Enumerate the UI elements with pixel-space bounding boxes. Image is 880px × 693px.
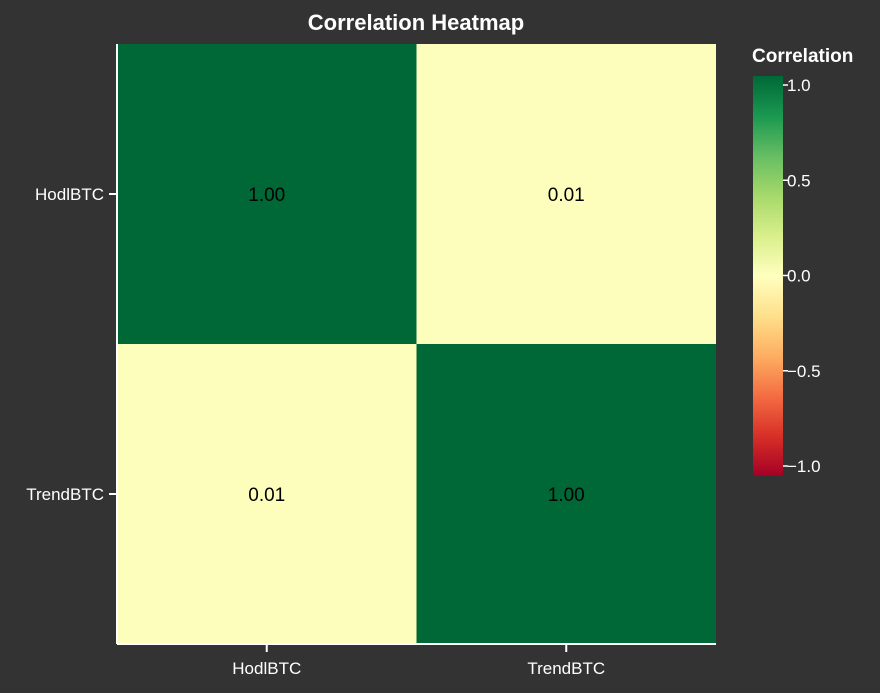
- legend-tick-label: −1.0: [787, 457, 821, 476]
- legend-tick-label: 1.0: [787, 76, 811, 95]
- cell-value-label: 1.00: [248, 185, 285, 206]
- x-tick-label: TrendBTC: [527, 659, 605, 678]
- cell-value-label: 1.00: [548, 485, 585, 506]
- legend-tick-label: −0.5: [787, 362, 821, 381]
- legend-title: Correlation: [752, 46, 853, 67]
- heatmap-axes: HodlBTC TrendBTC HodlBTC TrendBTC: [26, 44, 716, 678]
- color-legend: Correlation 1.0 0.5 0.0 −0.5 −1.0: [752, 46, 853, 476]
- chart-title: Correlation Heatmap: [308, 10, 524, 35]
- x-tick-label: HodlBTC: [232, 659, 301, 678]
- cell-value-label: 0.01: [248, 485, 285, 506]
- heatmap-cell-TrendBTC-TrendBTC: [416, 344, 716, 644]
- cell-value-label: 0.01: [548, 185, 585, 206]
- y-tick-label: HodlBTC: [35, 185, 104, 204]
- heatmap-cell-TrendBTC-HodlBTC: [117, 344, 417, 644]
- legend-tick-label: 0.0: [787, 267, 811, 286]
- legend-tick-label: 0.5: [787, 171, 811, 190]
- heatmap-cell-HodlBTC-TrendBTC: [416, 44, 716, 344]
- legend-color-bar: [753, 76, 783, 476]
- y-tick-label: TrendBTC: [26, 485, 104, 504]
- heatmap-cell-HodlBTC-HodlBTC: [117, 44, 417, 344]
- heatmap-cells: 1.00 0.01 0.01 1.00: [117, 44, 716, 644]
